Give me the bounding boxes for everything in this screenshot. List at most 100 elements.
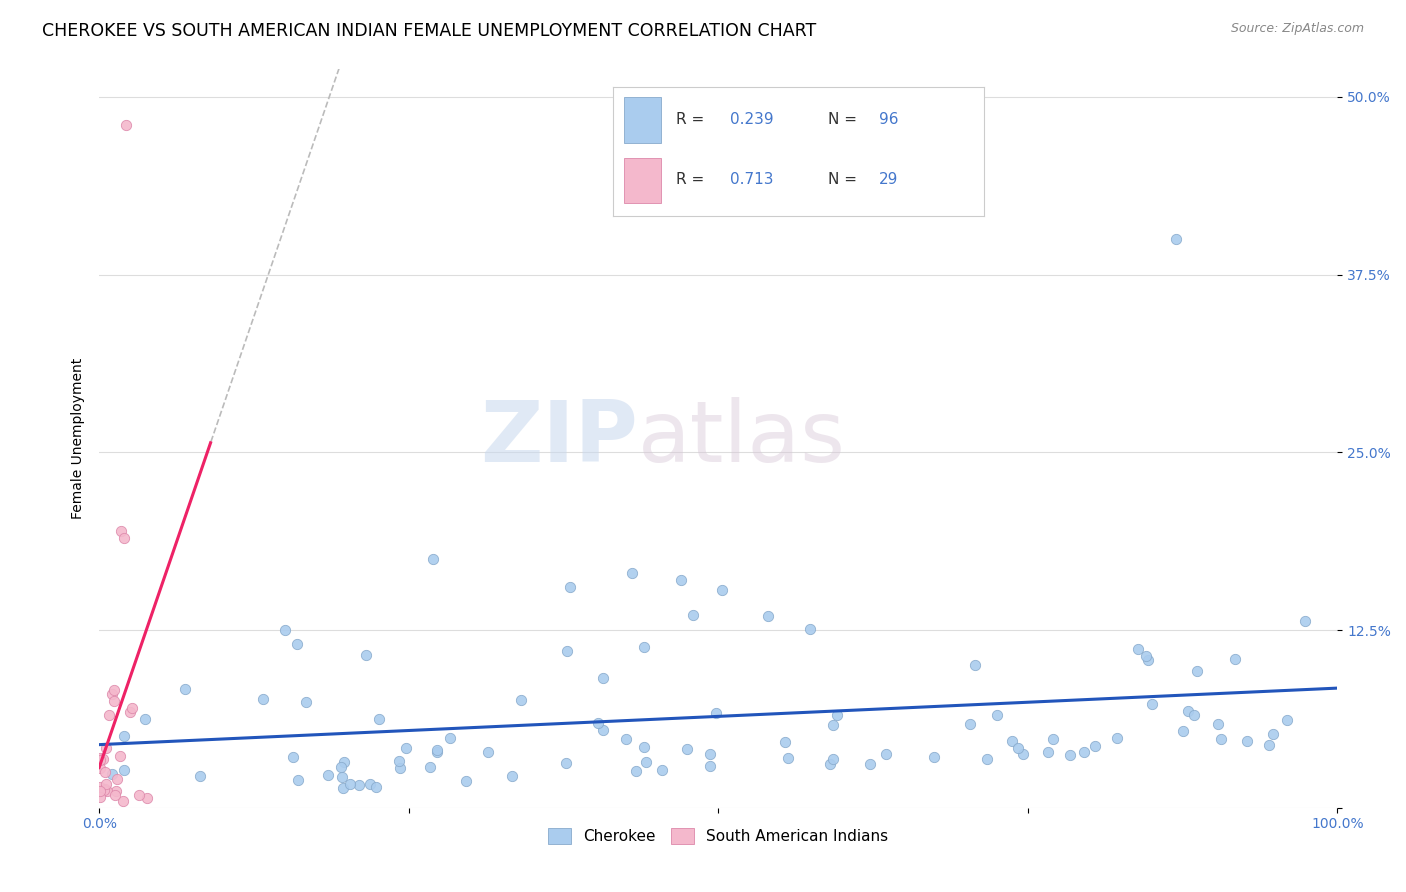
Point [94, 765, 117, 780]
Point [115, 119, 138, 133]
Point [633, 640, 655, 654]
Point [103, 694, 125, 708]
Point [823, 718, 845, 732]
Point [1294, 614, 1316, 628]
Point [333, 755, 356, 769]
Point [699, 747, 721, 762]
Point [112, 729, 135, 743]
Point [588, 715, 610, 730]
Point [98, 708, 121, 723]
Point [426, 745, 449, 759]
Y-axis label: Female Unemployment: Female Unemployment [72, 358, 86, 519]
Point [651, 763, 673, 777]
Point [636, 755, 658, 769]
Point [1173, 723, 1195, 738]
Point [330, 760, 353, 774]
Point [388, 761, 411, 775]
Point [316, 768, 339, 782]
Point [285, 637, 308, 651]
Point [136, 791, 159, 805]
Point [922, 749, 945, 764]
Point [94, 782, 117, 797]
Point [121, 701, 143, 715]
Text: Source: ZipAtlas.com: Source: ZipAtlas.com [1230, 22, 1364, 36]
Point [799, 623, 821, 637]
Point [112, 794, 135, 808]
Point [134, 713, 156, 727]
Point [620, 566, 643, 581]
Point [1105, 731, 1128, 746]
Point [454, 773, 477, 788]
Point [555, 756, 578, 770]
Point [1209, 731, 1232, 746]
Point [367, 712, 389, 726]
Point [281, 750, 304, 764]
Point [252, 691, 274, 706]
Text: atlas: atlas [638, 397, 846, 480]
Point [89, 751, 111, 765]
Point [96, 741, 118, 756]
Point [1166, 232, 1188, 246]
Point [439, 731, 461, 746]
Point [1177, 704, 1199, 718]
Point [1036, 746, 1059, 760]
Point [332, 781, 354, 796]
Point [558, 581, 581, 595]
Point [1084, 739, 1107, 753]
Point [818, 757, 841, 772]
Point [114, 763, 136, 777]
Point [1187, 664, 1209, 678]
Point [190, 769, 212, 783]
Point [821, 752, 844, 766]
Point [89, 780, 111, 794]
Point [1073, 745, 1095, 759]
Point [112, 531, 135, 545]
Point [1275, 713, 1298, 727]
Point [388, 754, 411, 768]
Point [1135, 649, 1157, 664]
Point [110, 524, 132, 538]
Point [976, 752, 998, 766]
Point [592, 672, 614, 686]
Point [1208, 717, 1230, 731]
Point [1007, 741, 1029, 756]
Point [294, 695, 316, 709]
Point [1001, 734, 1024, 748]
Point [1257, 739, 1279, 753]
Point [89, 753, 111, 767]
Point [699, 759, 721, 773]
Point [510, 693, 533, 707]
Point [354, 648, 377, 663]
Point [274, 623, 297, 637]
Point [128, 789, 150, 803]
Point [963, 657, 986, 672]
Point [330, 770, 353, 784]
Point [287, 772, 309, 787]
Point [359, 777, 381, 791]
Point [100, 687, 122, 701]
Point [710, 583, 733, 598]
Point [426, 743, 449, 757]
Text: CHEROKEE VS SOUTH AMERICAN INDIAN FEMALE UNEMPLOYMENT CORRELATION CHART: CHEROKEE VS SOUTH AMERICAN INDIAN FEMALE… [42, 22, 817, 40]
Legend: Cherokee, South American Indians: Cherokee, South American Indians [548, 829, 889, 845]
Point [592, 723, 614, 737]
Point [555, 644, 578, 658]
Point [959, 716, 981, 731]
Point [89, 783, 111, 797]
Point [94, 777, 117, 791]
Point [775, 735, 797, 749]
Point [1263, 727, 1285, 741]
Point [1059, 748, 1081, 763]
Point [1140, 697, 1163, 711]
Text: ZIP: ZIP [479, 397, 638, 480]
Point [1137, 653, 1160, 667]
Point [875, 747, 897, 762]
Point [339, 777, 361, 791]
Point [104, 788, 127, 802]
Point [347, 779, 370, 793]
Point [395, 741, 418, 756]
Point [1042, 731, 1064, 746]
Point [419, 760, 441, 774]
Point [422, 552, 444, 566]
Point [366, 780, 388, 795]
